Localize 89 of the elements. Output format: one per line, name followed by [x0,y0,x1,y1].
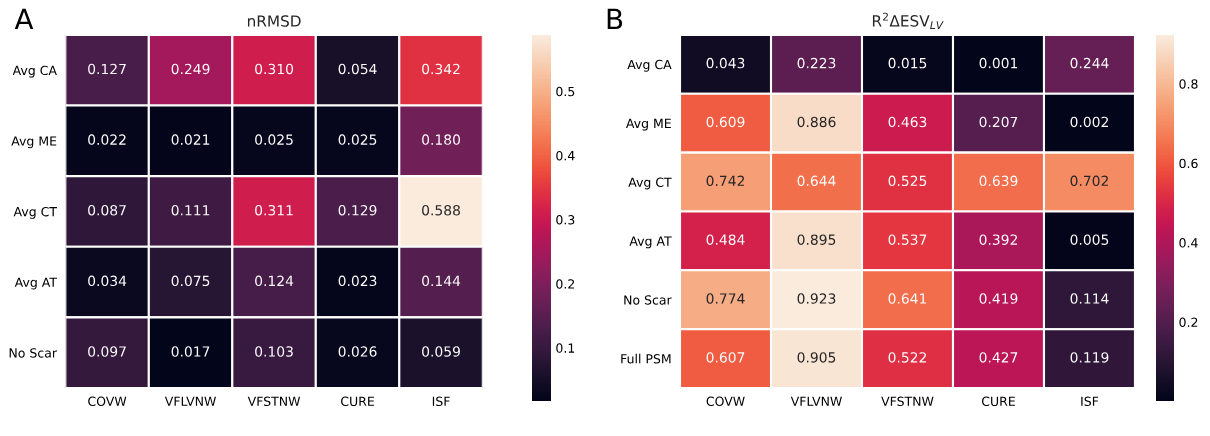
y-tick-label: Full PSM [621,353,671,364]
data-label: 0.119 [1070,352,1109,363]
data-label: 0.034 [88,275,127,287]
data-label: 0.054 [338,63,377,75]
data-label: 0.311 [255,204,293,216]
y-tick-label: Avg CA [12,65,57,78]
data-label: 0.022 [88,134,126,145]
y-tick-label: No Scar [9,348,57,358]
x-tick-label: VFLVNW [164,396,216,406]
x-tick-label: VFSTNW [881,396,934,407]
data-label: 0.075 [171,275,210,287]
x-tick-label: VFLVNW [790,396,842,406]
y-tick-label: No Scar [624,295,672,305]
data-label: 0.002 [1070,116,1108,128]
data-label: 0.609 [706,116,745,128]
x-tick-label: CURE [981,396,1015,407]
color-bar-label: 0.6 [1179,158,1198,169]
data-label: 0.144 [422,275,461,287]
data-label: 0.886 [797,116,836,128]
data-label: 0.223 [797,57,836,69]
y-tick-label: Avg CT [628,177,672,190]
data-label: 0.905 [797,352,836,363]
text: A [14,8,34,30]
data-label: 0.103 [255,346,293,357]
data-label: 0.026 [338,346,377,357]
data-label: 0.392 [979,234,1017,245]
data-label: 0.522 [888,352,926,363]
data-label: 0.639 [979,175,1018,187]
data-label: 0.644 [797,175,836,187]
x-tick-label: COVW [706,396,745,407]
x-tick-label: COVW [88,396,127,407]
color-bar-label: 0.4 [556,150,575,161]
chart-title: nRMSD [247,15,301,27]
y-tick-label: Avg AT [14,277,58,290]
x-tick-label: VFSTNW [247,396,301,407]
data-label: 0.895 [797,234,836,245]
y-tick-label: Avg AT [629,236,672,249]
data-label: 0.244 [1070,57,1109,69]
color-bar-label: 0.2 [1179,317,1198,327]
data-label: 0.702 [1070,175,1108,187]
data-label: 0.310 [255,63,294,75]
data-label: 0.923 [797,293,836,304]
text: B [607,8,623,30]
data-label: 0.742 [706,175,745,187]
data-label: 0.025 [255,134,293,145]
data-label: 0.005 [1070,234,1109,245]
color-bar-label: 0.2 [556,279,575,289]
data-label: 0.207 [979,116,1018,128]
data-label: 0.124 [255,275,294,287]
color-bar-label: 0.8 [1179,79,1198,89]
data-label: 0.015 [888,57,927,69]
data-label: 0.607 [706,352,745,363]
x-tick-label: CURE [341,396,374,407]
chart-title: R$^{2}$ΔESV$_{LV}$ [872,12,944,29]
data-label: 0.025 [338,134,377,145]
data-label: 0.537 [888,234,927,245]
data-label: 0.114 [1070,293,1109,304]
data-label: 0.525 [888,175,927,187]
data-label: 0.059 [422,346,460,357]
color-bar-label: 0.3 [556,215,575,225]
x-tick-label: ISF [432,396,450,407]
color-bar-label: 0.5 [556,86,575,97]
data-label: 0.017 [171,346,210,357]
data-label: 0.463 [888,116,927,128]
data-label: 0.419 [979,293,1018,304]
data-label: 0.484 [706,234,745,245]
color-bar-label: 0.4 [1179,238,1198,248]
data-label: 0.641 [888,293,927,304]
data-label: 0.249 [171,63,210,75]
x-tick-label: ISF [1081,396,1099,407]
data-label: 0.588 [422,204,460,216]
data-label: 0.180 [422,134,460,145]
data-label: 0.342 [422,63,460,75]
data-label: 0.021 [171,134,210,145]
data-label: 0.087 [88,204,126,216]
y-tick-label: Avg CA [627,59,672,72]
y-tick-label: Avg CT [13,206,58,219]
y-tick-label: Avg ME [11,136,57,149]
data-label: 0.129 [338,204,377,216]
data-label: 0.023 [338,275,377,287]
data-label: 0.111 [171,204,210,216]
color-bar-label: 0.1 [556,343,575,353]
data-label: 0.774 [706,293,745,304]
data-label: 0.043 [706,57,745,69]
data-label: 0.097 [88,346,126,357]
data-label: 0.427 [979,352,1018,363]
y-tick-label: Avg ME [625,118,671,131]
data-label: 0.001 [979,57,1018,69]
data-label: 0.127 [88,63,126,75]
